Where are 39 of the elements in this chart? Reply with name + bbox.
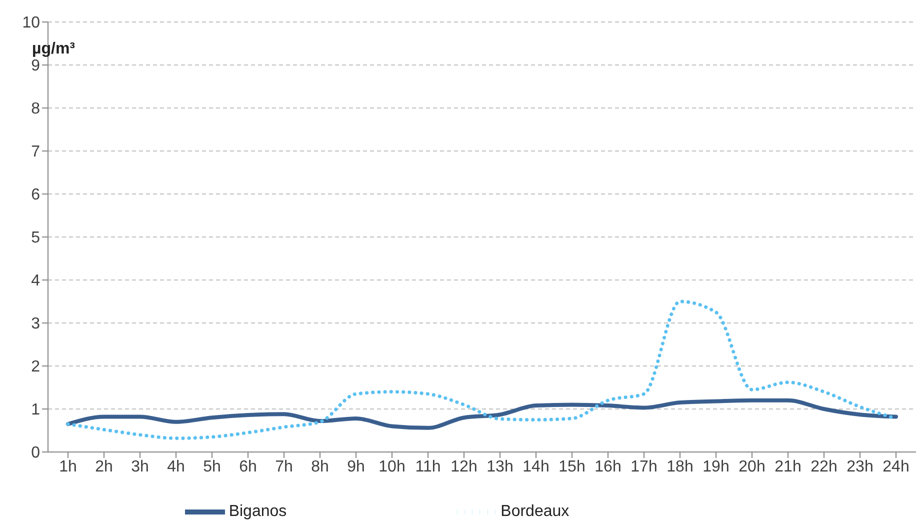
- y-tick-label: 9: [31, 58, 40, 75]
- y-tick-label: 7: [31, 144, 40, 161]
- x-tick-label: 7h: [275, 458, 293, 476]
- y-tick-label: 8: [31, 100, 40, 118]
- y-tick-label: 6: [31, 186, 40, 204]
- x-tick-label: 24h: [882, 458, 910, 476]
- x-tick-label: 21h: [774, 458, 802, 476]
- x-tick-label: 11h: [415, 458, 441, 476]
- x-tick-label: 20h: [738, 458, 766, 476]
- x-tick-label: 3h: [131, 458, 149, 476]
- x-tick-label: 16h: [594, 458, 622, 476]
- x-tick-label: 22h: [810, 458, 838, 476]
- x-tick-label: 5h: [203, 458, 221, 476]
- line-series: [66, 398, 898, 430]
- x-tick-label: 8h: [311, 458, 329, 476]
- legend-label: Biganos: [228, 503, 287, 520]
- x-tick-label: 1h: [59, 458, 77, 476]
- y-tick-label: 3: [31, 316, 40, 333]
- x-tick-label: 12h: [450, 458, 478, 476]
- y-tick-label: 5: [31, 230, 40, 247]
- x-tick-label: 2h: [95, 458, 113, 476]
- x-tick-label: 18h: [666, 458, 694, 476]
- y-tick-label: 1: [31, 402, 40, 419]
- y-axis-title: µg/m³: [32, 40, 75, 58]
- y-tick-label: 0: [31, 444, 40, 462]
- x-tick-label: 4h: [167, 458, 185, 476]
- x-tick-label: 17h: [630, 458, 658, 476]
- x-tick-label: 13h: [486, 458, 514, 476]
- x-tick-label: 19h: [702, 458, 730, 476]
- x-tick-label: 6h: [239, 458, 257, 476]
- x-tick-label: 14h: [522, 458, 550, 476]
- y-tick-label: 4: [31, 272, 40, 290]
- x-tick-label: 9h: [347, 458, 365, 476]
- x-tick-label: 23h: [846, 458, 874, 476]
- legend-label: Bordeaux: [500, 503, 570, 520]
- x-tick-label: 10h: [378, 458, 406, 476]
- y-tick-label: 10: [22, 14, 40, 32]
- x-tick-label: 15h: [558, 458, 586, 476]
- y-tick-label: 2: [31, 358, 40, 376]
